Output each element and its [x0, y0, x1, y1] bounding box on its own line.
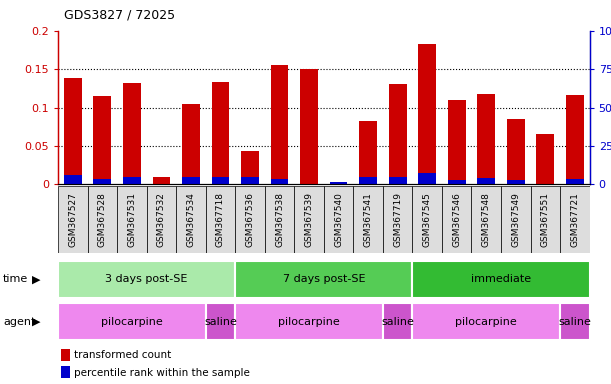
Bar	[442, 186, 472, 253]
Bar	[353, 186, 383, 253]
Bar	[182, 104, 200, 184]
Bar	[241, 151, 259, 184]
Text: GSM367539: GSM367539	[304, 192, 313, 247]
Bar	[147, 186, 176, 253]
Bar	[419, 44, 436, 184]
Bar	[389, 84, 406, 184]
Text: pilocarpine: pilocarpine	[278, 316, 340, 327]
Text: GSM367528: GSM367528	[98, 192, 107, 247]
Bar	[477, 94, 495, 184]
Bar	[211, 177, 229, 184]
Bar	[211, 82, 229, 184]
Bar	[235, 261, 412, 298]
Bar	[412, 303, 560, 340]
Text: GSM367719: GSM367719	[393, 192, 402, 247]
Text: immediate: immediate	[471, 274, 531, 285]
Bar	[235, 303, 383, 340]
Bar	[182, 177, 200, 184]
Bar	[93, 179, 111, 184]
Bar	[560, 186, 590, 253]
Text: saline: saline	[558, 316, 591, 327]
Text: saline: saline	[381, 316, 414, 327]
Bar	[389, 177, 406, 184]
Bar	[60, 366, 70, 379]
Text: saline: saline	[204, 316, 237, 327]
Bar	[295, 186, 324, 253]
Bar	[507, 180, 525, 184]
Text: GSM367541: GSM367541	[364, 192, 373, 247]
Bar	[359, 177, 377, 184]
Bar	[271, 179, 288, 184]
Text: 3 days post-SE: 3 days post-SE	[106, 274, 188, 285]
Bar	[324, 186, 353, 253]
Bar	[412, 186, 442, 253]
Text: GSM367527: GSM367527	[68, 192, 78, 247]
Bar	[383, 303, 412, 340]
Text: agent: agent	[3, 316, 35, 327]
Text: ▶: ▶	[32, 316, 40, 327]
Bar	[241, 177, 259, 184]
Bar	[206, 186, 235, 253]
Bar	[117, 186, 147, 253]
Bar	[419, 173, 436, 184]
Bar	[271, 65, 288, 184]
Text: GSM367548: GSM367548	[481, 192, 491, 247]
Text: GSM367549: GSM367549	[511, 192, 521, 247]
Bar	[58, 303, 206, 340]
Bar	[448, 180, 466, 184]
Bar	[359, 121, 377, 184]
Bar	[123, 177, 141, 184]
Bar	[412, 261, 590, 298]
Bar	[176, 186, 206, 253]
Text: GSM367721: GSM367721	[570, 192, 579, 247]
Bar	[58, 186, 87, 253]
Bar	[93, 96, 111, 184]
Text: GSM367546: GSM367546	[452, 192, 461, 247]
Bar	[472, 186, 501, 253]
Text: GSM367718: GSM367718	[216, 192, 225, 247]
Bar	[87, 186, 117, 253]
Bar	[383, 186, 412, 253]
Text: time: time	[3, 274, 28, 285]
Text: percentile rank within the sample: percentile rank within the sample	[74, 367, 250, 377]
Bar	[560, 303, 590, 340]
Text: GSM367551: GSM367551	[541, 192, 550, 247]
Bar	[265, 186, 295, 253]
Bar	[60, 349, 70, 361]
Bar	[64, 175, 82, 184]
Bar	[536, 134, 554, 184]
Text: GSM367534: GSM367534	[186, 192, 196, 247]
Bar	[477, 178, 495, 184]
Bar	[58, 261, 235, 298]
Bar	[64, 78, 82, 184]
Bar	[235, 186, 265, 253]
Bar	[123, 83, 141, 184]
Bar	[300, 69, 318, 184]
Bar	[566, 179, 584, 184]
Bar	[566, 95, 584, 184]
Text: pilocarpine: pilocarpine	[455, 316, 517, 327]
Text: GSM367540: GSM367540	[334, 192, 343, 247]
Text: GSM367531: GSM367531	[127, 192, 136, 247]
Text: pilocarpine: pilocarpine	[101, 316, 163, 327]
Text: GSM367532: GSM367532	[157, 192, 166, 247]
Text: GSM367536: GSM367536	[246, 192, 255, 247]
Bar	[530, 186, 560, 253]
Text: 7 days post-SE: 7 days post-SE	[282, 274, 365, 285]
Text: GSM367538: GSM367538	[275, 192, 284, 247]
Text: transformed count: transformed count	[74, 350, 171, 360]
Text: ▶: ▶	[32, 274, 40, 285]
Bar	[507, 119, 525, 184]
Bar	[206, 303, 235, 340]
Bar	[501, 186, 530, 253]
Bar	[153, 177, 170, 184]
Text: GDS3827 / 72025: GDS3827 / 72025	[64, 8, 175, 21]
Bar	[330, 182, 348, 184]
Bar	[448, 100, 466, 184]
Text: GSM367545: GSM367545	[423, 192, 432, 247]
